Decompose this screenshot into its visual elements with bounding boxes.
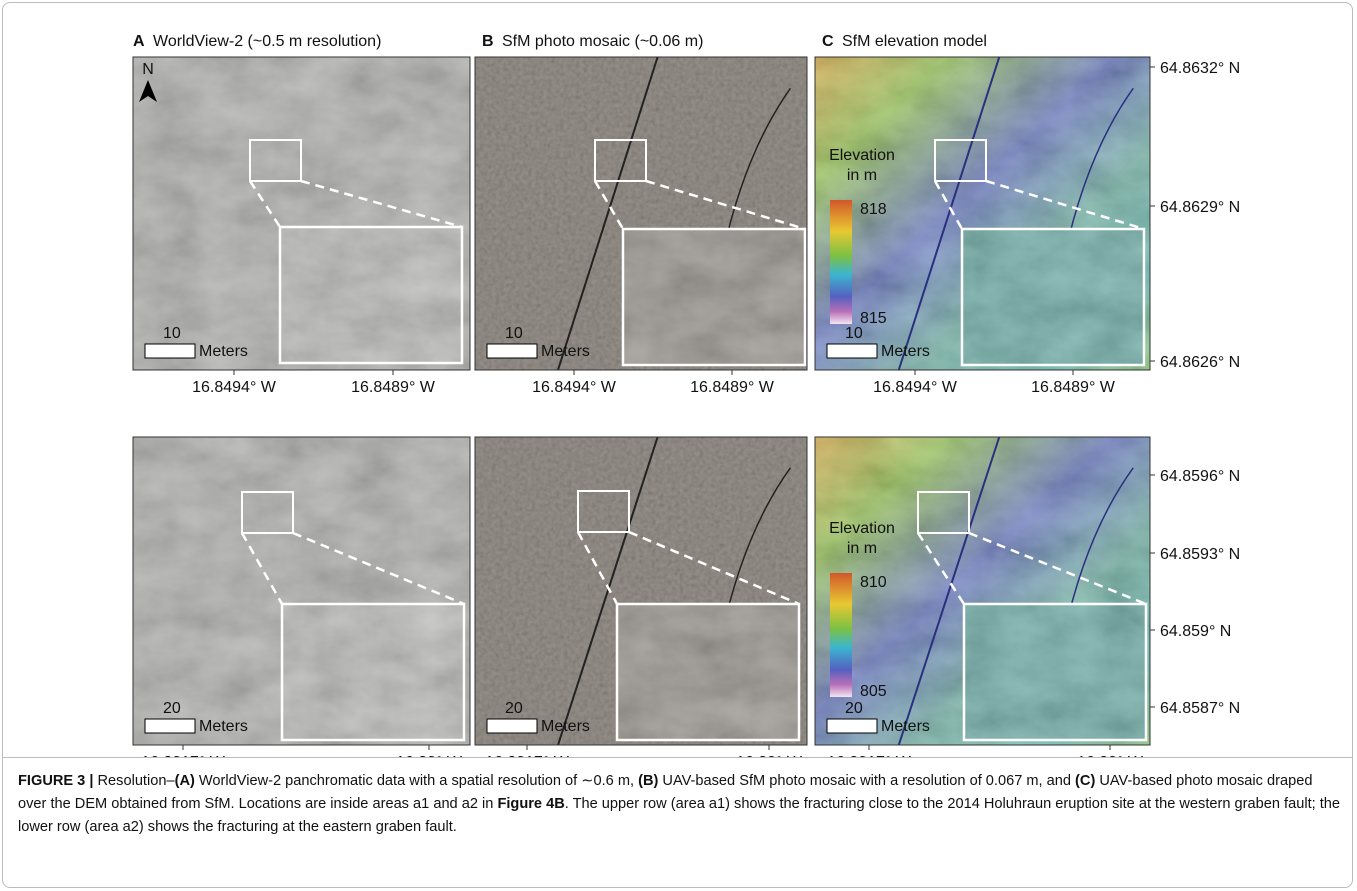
caption-text: (B)	[638, 773, 658, 789]
caption: FIGURE 3 | Resolution–(A) WorldView-2 pa…	[18, 770, 1343, 839]
figure-frame	[2, 2, 1353, 888]
caption-text: (A)	[175, 773, 195, 789]
caption-rule	[2, 757, 1353, 758]
caption-text: Figure 4B	[497, 796, 564, 812]
caption-text: (C)	[1075, 773, 1095, 789]
caption-text: Resolution–	[93, 773, 174, 789]
caption-text: UAV-based SfM photo mosaic with a resolu…	[658, 773, 1075, 789]
caption-label: FIGURE 3 |	[18, 773, 93, 789]
page: AWorldView-2 (~0.5 m resolution)BSfM pho…	[0, 0, 1357, 891]
caption-text: WorldView-2 panchromatic data with a spa…	[195, 773, 638, 789]
